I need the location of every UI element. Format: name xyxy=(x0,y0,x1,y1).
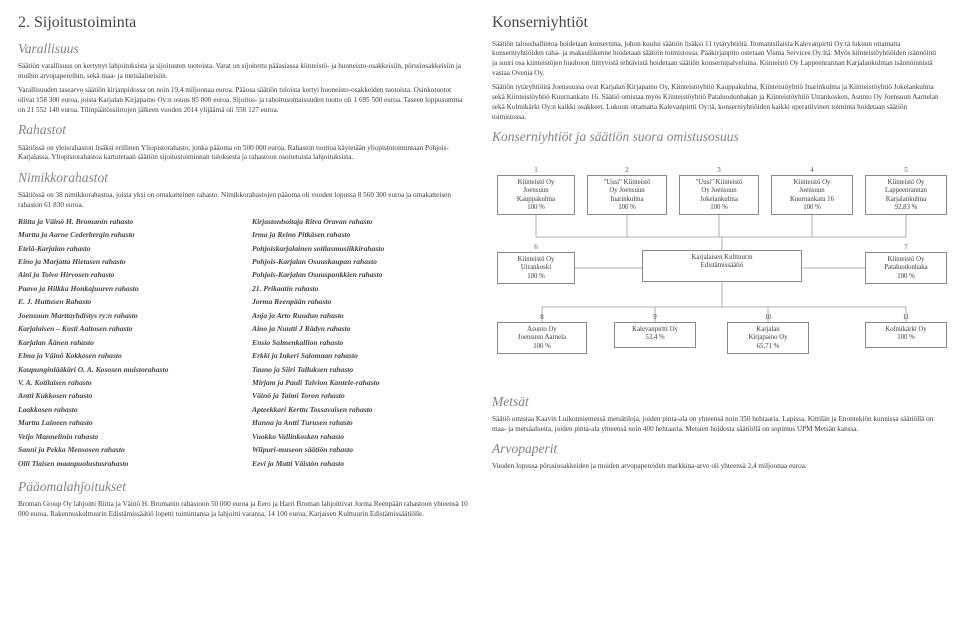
fund-item: Martta Laineen rahasto xyxy=(18,418,234,428)
org-node: 4Kiinteistö OyJoensuunKuurnankatu 16100 … xyxy=(771,175,853,215)
fund-item: Aini ja Toivo Hirvosen rahasto xyxy=(18,270,234,280)
fund-item: Jorma Reenpään rahasto xyxy=(252,297,468,307)
org-node: 10KarjalanKirjapaino Oy65,71 % xyxy=(727,322,809,354)
fund-item: E. J. Huttusen Rahasto xyxy=(18,297,234,307)
arvo-heading: Arvopaperit xyxy=(492,440,941,458)
fund-item: Ensio Salmenkallion rahasto xyxy=(252,338,468,348)
fund-item: Sanni ja Pekka Mensosen rahasto xyxy=(18,445,234,455)
nimikko-heading: Nimikkorahastot xyxy=(18,169,468,187)
fund-item: Erkki ja Inkeri Salomaan rahasto xyxy=(252,351,468,361)
right-title: Konserniyhtiöt xyxy=(492,12,941,34)
fund-item: Olli Tiaisen maanpuolustusrahasto xyxy=(18,459,234,469)
fund-item: Eino ja Marjatta Hietasen rahasto xyxy=(18,257,234,267)
diagram-heading: Konserniyhtiöt ja säätiön suora omistuso… xyxy=(492,128,941,146)
paaoma-p1: Broman Group Oy lahjoitti Riitta ja Väin… xyxy=(18,500,468,519)
rahastot-heading: Rahastot xyxy=(18,121,468,139)
fund-item: Pohjoiskarjalainen sotilasmusiikkirahast… xyxy=(252,244,468,254)
org-node: 9Kalevanpirtti Oy53,4 % xyxy=(614,322,696,348)
nimikko-p1: Säätiössä on 38 nimikkorahastoa, joista … xyxy=(18,191,468,210)
konserni-p2: Säätiön tytäryhtiöitä Joensuussa ovat Ka… xyxy=(492,83,941,122)
fund-lists: Riitta ja Väinö H. Bromanin rahasto Martt… xyxy=(18,217,468,472)
fund-item: Veijo Mannelinin rahasto xyxy=(18,432,234,442)
org-node: 11Kolmikärki Oy100 % xyxy=(865,322,947,348)
org-node: 7Kiinteistö OyPataluodonhaka100 % xyxy=(865,252,947,284)
fund-item: Mirjam ja Pauli Talvion Kantele-rahasto xyxy=(252,378,468,388)
fund-item: Pohjois-Karjalan Osuuspankkien rahasto xyxy=(252,270,468,280)
fund-item: Karjalaisen – Kosti Aaltosen rahasto xyxy=(18,324,234,334)
fund-item: Riitta ja Väinö H. Bromanin rahasto xyxy=(18,217,234,227)
fund-item: Aino ja Nuutti J Rädyn rahasto xyxy=(252,324,468,334)
fund-item: Eevi ja Matti Väistön rahasto xyxy=(252,459,468,469)
fund-item: 21. Prikaatin rahasto xyxy=(252,284,468,294)
fund-item: Anja ja Arto Ruudun rahasto xyxy=(252,311,468,321)
fund-item: Tauno ja Siiri Talluksen rahasto xyxy=(252,365,468,375)
ownership-diagram: 1Kiinteistö OyJoensuunKauppakulma100 % 2"… xyxy=(492,157,941,387)
fund-item: Väinö ja Taimi Toron rahasto xyxy=(252,391,468,401)
org-node: 1Kiinteistö OyJoensuunKauppakulma100 % xyxy=(497,175,575,215)
fund-item: Wiipuri-museon säätiön rahasto xyxy=(252,445,468,455)
fund-item: V. A. Kotilaisen rahasto xyxy=(18,378,234,388)
fund-item: Pohjois-Karjalan Osuuskaupan rahasto xyxy=(252,257,468,267)
fund-item: Irma ja Reino Pitkäsen rahasto xyxy=(252,230,468,240)
fund-item: Kirjastonhoitaja Ritva Oravan rahasto xyxy=(252,217,468,227)
fund-item: Etelä-Karjalan rahasto xyxy=(18,244,234,254)
fund-item: Karjalan Äänen rahasto xyxy=(18,338,234,348)
varallisuus-heading: Varallisuus xyxy=(18,40,468,58)
org-node: 2"Uusi" KiinteistöOy JoensuunInarinkulma… xyxy=(587,175,667,215)
fund-item: Laakkosen rahasto xyxy=(18,405,234,415)
metsat-p: Säätiö omistaa Kaavin Luikonniemessä met… xyxy=(492,415,941,434)
left-title: 2. Sijoitustoiminta xyxy=(18,12,468,34)
org-node: 5Kiinteistö OyLappeenrannanKarjalankulma… xyxy=(865,175,947,215)
metsat-heading: Metsät xyxy=(492,393,941,411)
rahastot-p1: Säätiössä on yleisrahaston lisäksi erill… xyxy=(18,144,468,163)
fund-item: Vuokko Vallinkosken rahasto xyxy=(252,432,468,442)
fund-item: Martta ja Aarne Cederbergin rahasto xyxy=(18,230,234,240)
org-node: 8Asunto OyJoensuun Aarnela100 % xyxy=(497,322,587,354)
fund-item: Kaupunginlääkäri O. A. Kososen muistorah… xyxy=(18,365,234,375)
arvo-p: Vuoden lopussa pörssiosakkeiden ja muide… xyxy=(492,462,941,472)
fund-item: Paavo ja Hilkka Honkajuuren rahasto xyxy=(18,284,234,294)
fund-item: Elma ja Väinö Kokkosen rahasto xyxy=(18,351,234,361)
varallisuus-p2: Varallisuuden tasearvo säätiön kirjanpid… xyxy=(18,86,468,115)
fund-item: Joensuun Marttayhdistys ry:n rahasto xyxy=(18,311,234,321)
fund-item: Apteekkari Kerttu Tossavaisen rahasto xyxy=(252,405,468,415)
konserni-p1: Säätiön taloushallintoa hoidetaan konser… xyxy=(492,40,941,79)
org-node: Karjalaisen KulttuurinEdistämissäätiö xyxy=(642,250,802,282)
paaoma-heading: Pääomalahjoitukset xyxy=(18,478,468,496)
org-node: 6Kiinteistö OyUtrankoski100 % xyxy=(497,252,575,284)
varallisuus-p1: Säätiön varallisuus on kertynyt lahjoitu… xyxy=(18,62,468,81)
org-node: 3"Uusi" KiinteistöOy JoensuunJokelankulm… xyxy=(679,175,759,215)
fund-item: Antti Kukkosen rahasto xyxy=(18,391,234,401)
fund-item: Hanna ja Antti Turusen rahasto xyxy=(252,418,468,428)
